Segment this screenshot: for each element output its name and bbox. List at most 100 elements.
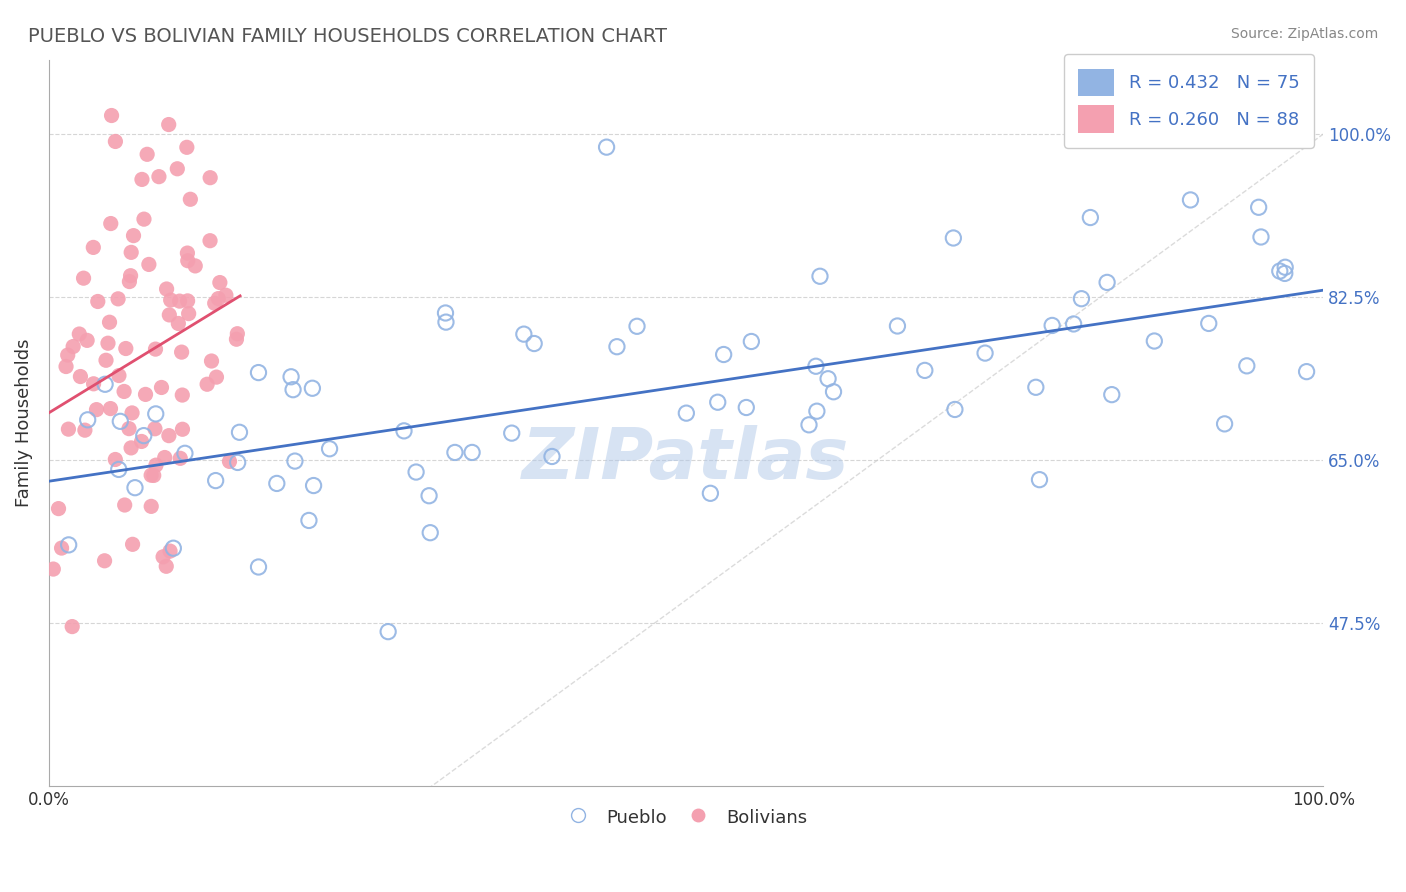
Point (606, 340, 628, 354)
Point (501, 426, 523, 441)
Point (132, 428, 155, 442)
Point (167, 317, 190, 331)
Point (118, 422, 141, 436)
Point (100, 401, 122, 416)
Point (83, 376, 105, 391)
Point (132, 212, 155, 227)
Point (60, 619, 83, 633)
Point (804, 359, 827, 374)
Point (141, 468, 163, 483)
Point (218, 454, 240, 468)
Point (120, 441, 142, 455)
Point (104, 135, 127, 149)
Point (195, 377, 218, 392)
Point (177, 253, 200, 268)
Point (58, 422, 80, 436)
Point (1268, 264, 1291, 278)
Point (1247, 200, 1270, 214)
Point (914, 363, 936, 377)
Point (405, 465, 427, 479)
Point (418, 489, 440, 503)
Point (76, 413, 98, 427)
Point (1143, 334, 1166, 348)
Point (419, 525, 441, 540)
Point (204, 296, 226, 310)
Point (166, 161, 188, 176)
Point (142, 468, 165, 483)
Point (1236, 359, 1258, 373)
Point (1080, 211, 1102, 225)
Point (153, 450, 176, 465)
Point (198, 234, 221, 248)
Point (157, 428, 180, 442)
Point (225, 332, 247, 346)
Point (247, 560, 270, 574)
Point (1095, 276, 1118, 290)
Point (97, 336, 120, 351)
Point (1040, 318, 1063, 333)
Point (806, 404, 828, 418)
Point (284, 454, 307, 468)
Point (595, 140, 617, 154)
Point (735, 401, 758, 415)
Point (208, 276, 231, 290)
Point (108, 368, 131, 383)
Point (434, 315, 457, 329)
Point (62, 339, 84, 353)
Point (94, 353, 117, 368)
Point (121, 406, 143, 420)
Point (675, 406, 697, 420)
Point (226, 455, 249, 469)
Point (1028, 473, 1050, 487)
Point (1070, 292, 1092, 306)
Point (141, 500, 163, 514)
Point (121, 537, 143, 551)
Point (1198, 317, 1220, 331)
Text: ZIPatlas: ZIPatlas (523, 425, 849, 494)
Point (82, 240, 104, 254)
Point (134, 387, 156, 401)
Point (157, 308, 180, 322)
Point (204, 474, 226, 488)
Point (107, 462, 129, 476)
Point (124, 481, 146, 495)
Point (172, 388, 194, 402)
Point (886, 318, 908, 333)
Point (94, 377, 117, 392)
Point (48, 501, 70, 516)
Point (228, 425, 250, 440)
Point (626, 319, 648, 334)
Point (162, 541, 184, 556)
Point (1295, 365, 1317, 379)
Point (72, 271, 94, 285)
Point (302, 478, 325, 492)
Point (120, 245, 142, 260)
Point (1274, 260, 1296, 275)
Point (159, 544, 181, 558)
Point (169, 451, 191, 466)
Point (198, 170, 221, 185)
Point (172, 422, 194, 436)
Point (100, 108, 122, 122)
Point (159, 293, 181, 307)
Point (122, 228, 145, 243)
Point (179, 192, 201, 206)
Point (169, 294, 191, 309)
Point (136, 147, 159, 161)
Point (200, 354, 222, 368)
Point (73, 423, 96, 437)
Point (817, 372, 839, 386)
Point (55, 359, 77, 374)
Point (1213, 417, 1236, 431)
Point (131, 172, 153, 186)
Point (281, 383, 304, 397)
Point (541, 450, 564, 464)
Y-axis label: Family Households: Family Households (15, 339, 32, 508)
Point (69, 369, 91, 384)
Point (280, 369, 302, 384)
Point (699, 486, 721, 500)
Point (145, 342, 167, 356)
Point (148, 169, 170, 184)
Point (797, 417, 820, 432)
Point (152, 549, 174, 564)
